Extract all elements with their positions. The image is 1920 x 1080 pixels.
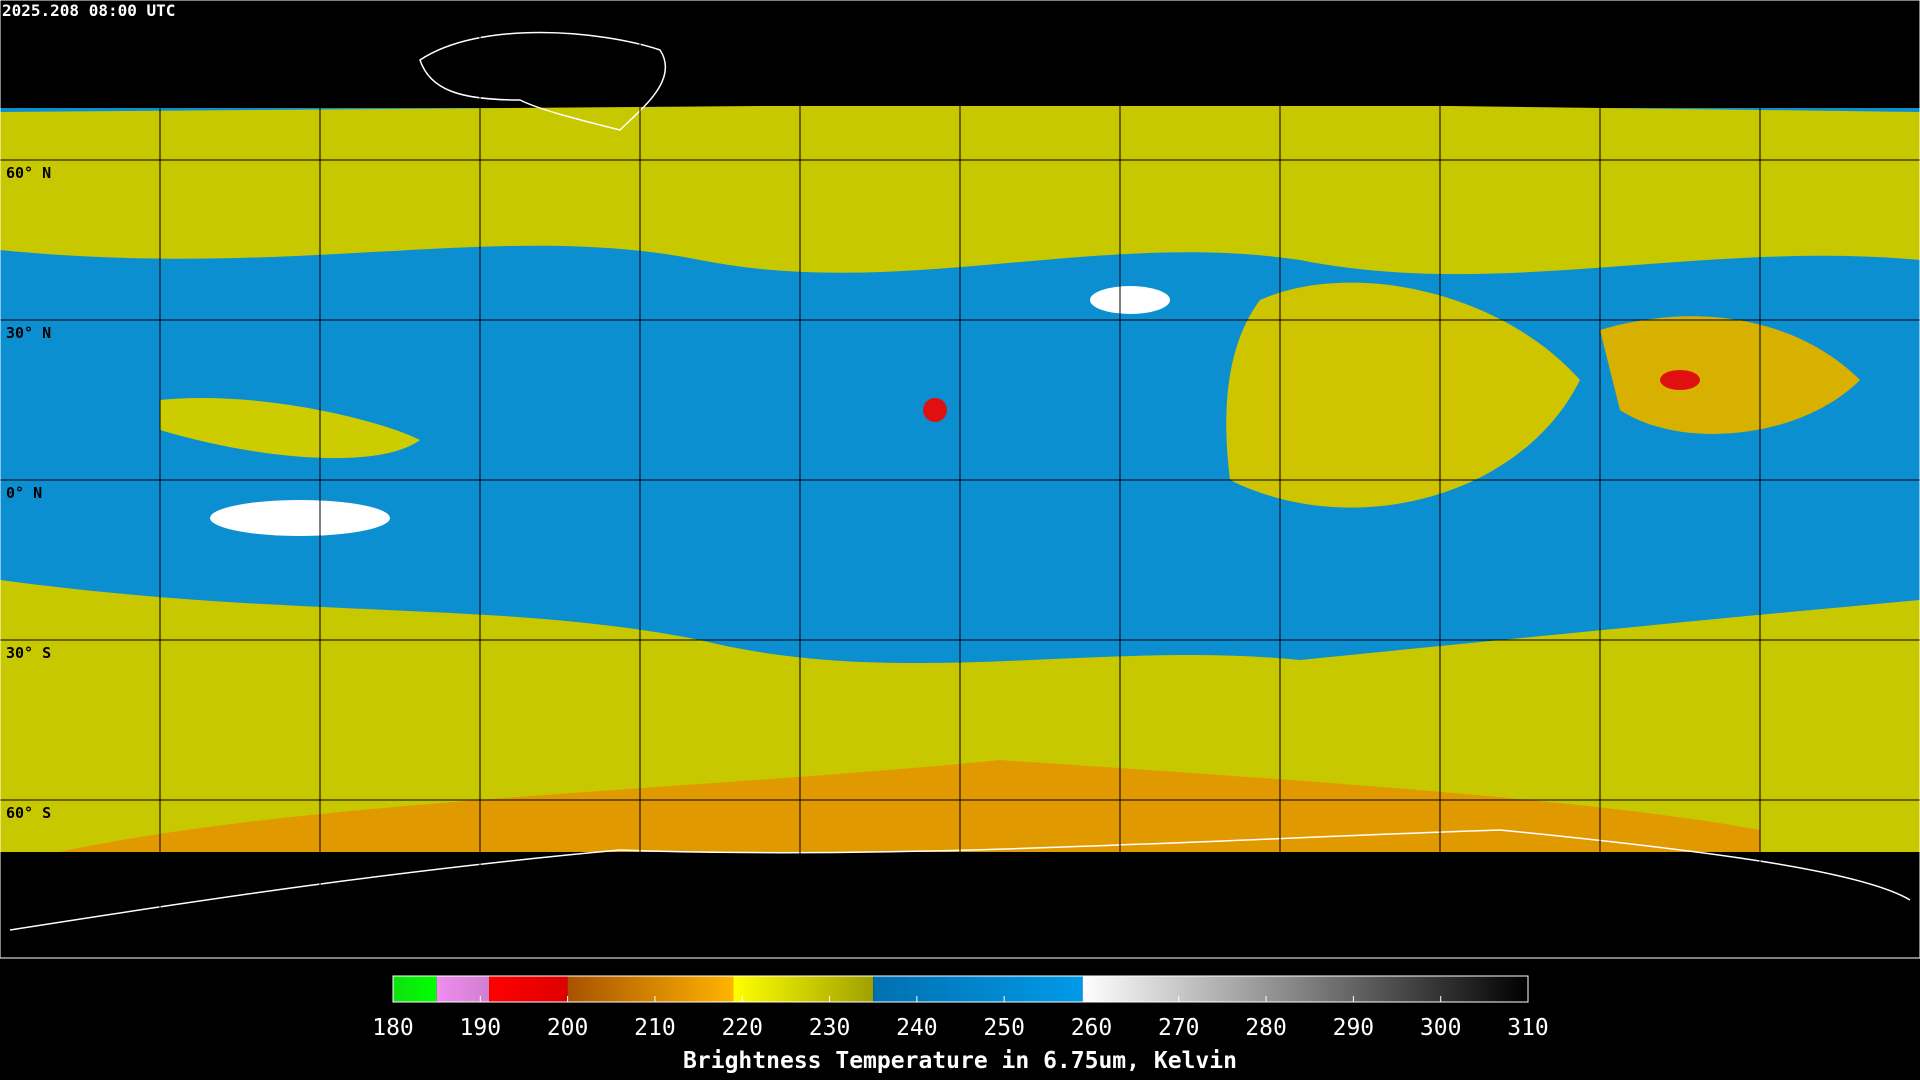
timestamp: 2025.208 08:00 UTC xyxy=(2,1,175,20)
latitude-label: 30° S xyxy=(6,644,51,662)
graticule xyxy=(0,159,1920,801)
antarctica-outline xyxy=(9,829,1911,931)
latitude-label: 30° N xyxy=(6,324,51,342)
colorbar-segment xyxy=(1082,976,1528,1002)
cold-cloud-top xyxy=(923,398,947,422)
colorbar-tick-label: 260 xyxy=(1071,1015,1113,1041)
colorbar-frame xyxy=(392,975,1529,1003)
colorbar-tick-label: 240 xyxy=(896,1015,938,1041)
map-frame xyxy=(0,0,1920,959)
colorbar-segment xyxy=(873,976,1083,1002)
colorbar-tick-label: 280 xyxy=(1245,1015,1287,1041)
asia-convection xyxy=(1226,282,1580,508)
colorbar-tick-label: 250 xyxy=(983,1015,1025,1041)
colorbar-tick-label: 180 xyxy=(372,1015,414,1041)
tropical-cloud xyxy=(160,398,420,459)
colorbar-tick-label: 200 xyxy=(547,1015,589,1041)
dry-spot xyxy=(210,500,390,536)
cold-cloud-top xyxy=(1660,370,1700,390)
latitude-label: 60° S xyxy=(6,804,51,822)
southern-cold-region xyxy=(60,760,1760,852)
coastlines xyxy=(9,31,1911,931)
colorbar-tick-label: 300 xyxy=(1420,1015,1462,1041)
colorbar-tick-label: 210 xyxy=(634,1015,676,1041)
pacific-convection xyxy=(1600,316,1860,434)
colorbar-segment xyxy=(567,976,734,1002)
colorbar-tick-label: 270 xyxy=(1158,1015,1200,1041)
greenland-outline xyxy=(419,31,667,131)
latitude-label: 0° N xyxy=(6,484,42,502)
colorbar-segment xyxy=(733,976,874,1002)
colorbar-tick-label: 230 xyxy=(809,1015,851,1041)
colorbar-segment xyxy=(489,976,568,1002)
colorbar-tick-label: 310 xyxy=(1507,1015,1549,1041)
colorbar-segment xyxy=(393,976,437,1002)
colorbar-tick-label: 190 xyxy=(460,1015,502,1041)
colorbar-tick-label: 290 xyxy=(1333,1015,1375,1041)
colorbar-segment xyxy=(436,976,490,1002)
colorbar-tick-label: 220 xyxy=(721,1015,763,1041)
colorbar: 180 190 200 210 220 230 240 250 260 270 280 290 300 3… xyxy=(372,975,1549,1041)
latitude-label: 60° N xyxy=(6,164,51,182)
colorbar-label: Brightness Temperature in 6.75um, Kelvin xyxy=(683,1048,1237,1074)
dry-spot xyxy=(1090,286,1170,314)
